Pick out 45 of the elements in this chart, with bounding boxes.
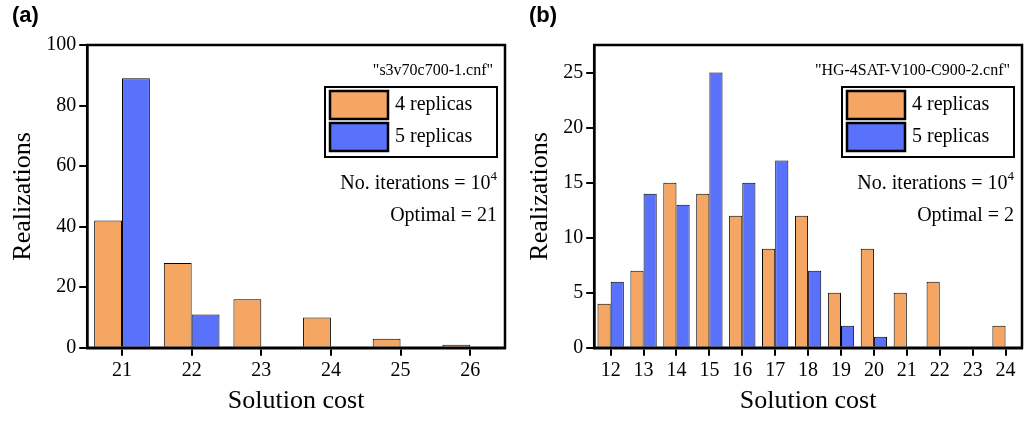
x-tick-label: 19 — [831, 358, 852, 381]
x-axis-title: Solution cost — [227, 385, 366, 415]
y-tick-label: 10 — [563, 224, 584, 247]
x-tick-label: 25 — [390, 358, 411, 381]
x-tick-label: 22 — [929, 358, 950, 381]
legend-label: 4 replicas — [912, 92, 990, 116]
y-axis-title: Realizations — [7, 132, 37, 261]
y-tick-label: 40 — [56, 213, 77, 236]
legend-label: 5 replicas — [912, 124, 990, 148]
y-tick-label: 0 — [66, 335, 77, 358]
x-tick-label: 13 — [633, 358, 654, 381]
chart-title: (a) — [12, 2, 39, 28]
y-tick-label: 100 — [46, 32, 77, 55]
x-tick-label: 14 — [666, 358, 687, 381]
x-tick-label: 26 — [460, 358, 481, 381]
x-tick-label: 21 — [896, 358, 917, 381]
x-tick-label: 20 — [863, 358, 884, 381]
y-tick-label: 20 — [56, 274, 77, 297]
y-tick-label: 5 — [573, 280, 584, 302]
y-axis-title: Realizations — [524, 132, 554, 261]
x-tick-label: 24 — [320, 358, 341, 381]
annotation: Optimal = 21 — [390, 203, 497, 226]
y-tick-label: 80 — [56, 92, 77, 115]
legend-label: 5 replicas — [395, 124, 473, 148]
x-tick-label: 17 — [765, 358, 786, 381]
x-tick-label: 15 — [699, 358, 720, 381]
x-tick-label: 23 — [251, 358, 272, 381]
annotation: "HG-4SAT-V100-C900-2.cnf" — [814, 61, 1010, 78]
y-tick-label: 25 — [563, 59, 584, 82]
x-tick-label: 12 — [600, 358, 621, 381]
x-tick-label: 22 — [181, 358, 202, 381]
x-tick-label: 24 — [995, 358, 1016, 381]
x-tick-label: 21 — [112, 358, 133, 381]
y-tick-label: 20 — [563, 114, 584, 137]
y-tick-label: 15 — [563, 169, 584, 192]
x-tick-label: 23 — [962, 358, 983, 381]
annotation: Optimal = 2 — [917, 203, 1014, 226]
y-tick-label: 60 — [56, 153, 77, 176]
annotation: "s3v70c700-1.cnf" — [372, 61, 493, 78]
y-tick-label: 0 — [573, 335, 584, 358]
x-axis-title: Solution cost — [739, 385, 878, 415]
x-tick-label: 16 — [732, 358, 753, 381]
chart-title: (b) — [529, 2, 558, 28]
legend-label: 4 replicas — [395, 92, 473, 116]
x-tick-label: 18 — [798, 358, 819, 381]
